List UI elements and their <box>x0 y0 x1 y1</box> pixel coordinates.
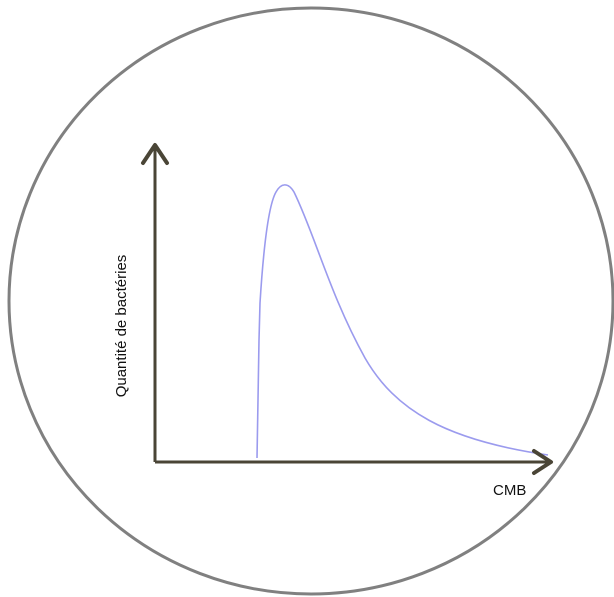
circle-frame <box>9 8 613 594</box>
bacteria-curve <box>257 185 548 458</box>
y-axis-label: Quantité de bactéries <box>113 255 130 398</box>
x-axis-label: CMB <box>493 482 526 499</box>
